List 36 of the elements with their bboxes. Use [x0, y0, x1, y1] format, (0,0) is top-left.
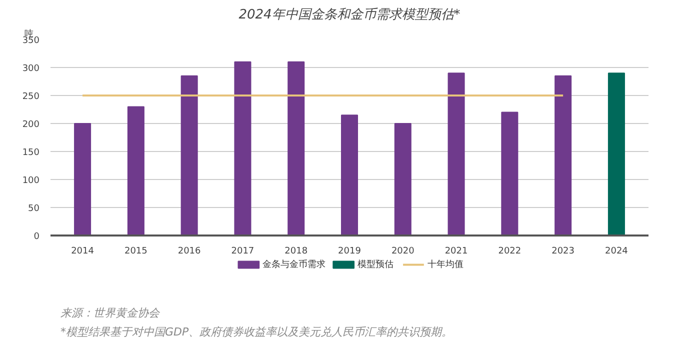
y-tick-label: 100: [22, 176, 40, 186]
x-tick-label: 2016: [178, 246, 202, 256]
x-tick-label: 2014: [71, 246, 94, 256]
bar: [74, 123, 92, 236]
x-tick-label: 2020: [391, 246, 415, 256]
y-tick-label: 350: [22, 36, 40, 46]
y-tick-label: 300: [22, 64, 40, 74]
x-tick-label: 2021: [444, 246, 468, 256]
x-tick-label: 2018: [284, 246, 308, 256]
bar: [448, 72, 465, 236]
legend-label: 模型预估: [357, 258, 394, 270]
chart-title: 2024年中国金条和金币需求模型预估*: [238, 8, 461, 22]
x-tick-label: 2022: [498, 246, 522, 256]
bar: [554, 75, 572, 236]
x-tick-label: 2024: [605, 246, 628, 256]
bar: [127, 106, 144, 236]
bar: [288, 61, 305, 236]
bar: [608, 72, 625, 236]
bar: [394, 123, 412, 236]
bar: [180, 75, 198, 236]
y-tick-label: 50: [28, 204, 40, 214]
x-tick-label: 2017: [231, 246, 254, 256]
y-tick-label: 200: [22, 120, 40, 130]
text: *模型结果基于对中国GDP、政府债券收益率以及美元兑人民币汇率的共识预期。: [60, 326, 453, 338]
y-tick-label: 150: [22, 148, 40, 158]
x-tick-label: 2023: [552, 246, 575, 256]
x-tick-label: 2019: [338, 246, 362, 256]
x-tick-label: 2015: [124, 246, 148, 256]
bar: [340, 114, 358, 236]
source-note: 来源：世界黄金协会: [60, 306, 160, 320]
bar: [501, 112, 518, 236]
legend-label: 金条与金币需求: [262, 258, 326, 270]
legend-label: 十年均值: [427, 258, 464, 270]
y-tick-label: 250: [22, 92, 40, 102]
bar: [234, 61, 252, 236]
y-tick-label: 0: [34, 232, 40, 242]
